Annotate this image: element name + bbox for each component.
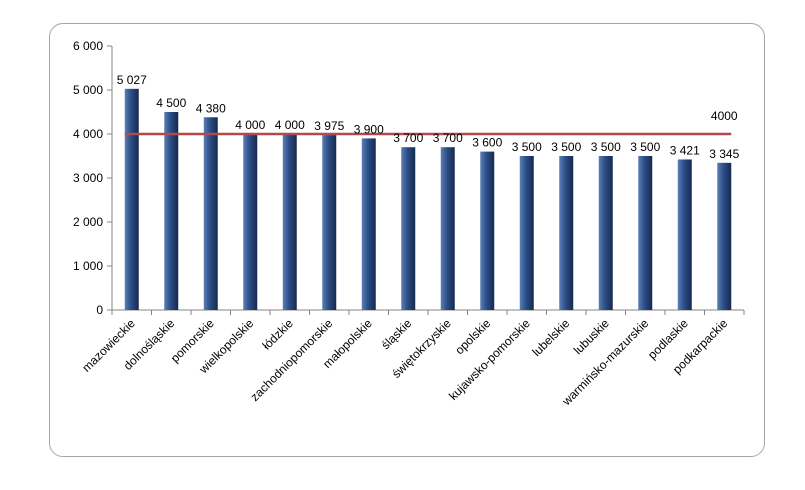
category-label: lubelskie [529,316,572,359]
y-tick-label: 5 000 [73,83,103,97]
category-label: łódzkie [260,316,297,353]
value-label: 3 500 [551,140,581,154]
bar [322,135,337,310]
bar [480,151,495,310]
bars [124,88,732,310]
chart-frame: 0 1 000 2 000 3 000 4 000 5 000 6 000 4000 5 0… [49,23,765,457]
value-label: 5 027 [117,73,147,87]
value-label: 3 700 [393,131,423,145]
bar [243,134,258,310]
bar [282,134,297,310]
y-tick-label: 0 [96,303,103,317]
y-tick-label: 2 000 [73,215,103,229]
bar [440,147,455,310]
bar [559,156,574,310]
bar [124,88,139,310]
bar [203,117,218,310]
value-label: 4 000 [235,118,265,132]
value-labels: 5 027 4 500 4 380 4 000 4 000 3 975 3 900 3 700… [117,73,740,161]
axes: 0 1 000 2 000 3 000 4 000 5 000 6 000 [73,39,745,317]
value-label: 3 500 [512,140,542,154]
bar [401,147,416,310]
bar [598,156,613,310]
category-labels: mazowieckiedolnośląskiepomorskiewielkopo… [79,316,730,409]
y-tick-label: 1 000 [73,259,103,273]
bar [519,156,534,310]
value-label: 4 380 [196,101,226,115]
y-tick-label: 4 000 [73,127,103,141]
value-label: 3 500 [630,140,660,154]
value-label: 3 700 [433,131,463,145]
bar [361,138,376,310]
value-label: 4 000 [275,118,305,132]
bar-chart: 0 1 000 2 000 3 000 4 000 5 000 6 000 4000 5 0… [73,39,745,409]
value-label: 3 975 [314,119,344,133]
bar [638,156,653,310]
category-label: śląskie [379,316,415,352]
y-tick-label: 3 000 [73,171,103,185]
bar [717,162,732,310]
value-label: 3 600 [472,136,502,150]
bar [164,112,179,310]
reference-line-group: 4000 [124,109,738,136]
value-label: 3 500 [591,140,621,154]
value-label: 4 500 [156,96,186,110]
value-label: 3 345 [709,147,739,161]
value-label: 3 421 [670,143,700,157]
reference-line-label: 4000 [711,109,738,123]
y-tick-label: 6 000 [73,39,103,53]
value-label: 3 900 [354,122,384,136]
bar [677,159,692,310]
